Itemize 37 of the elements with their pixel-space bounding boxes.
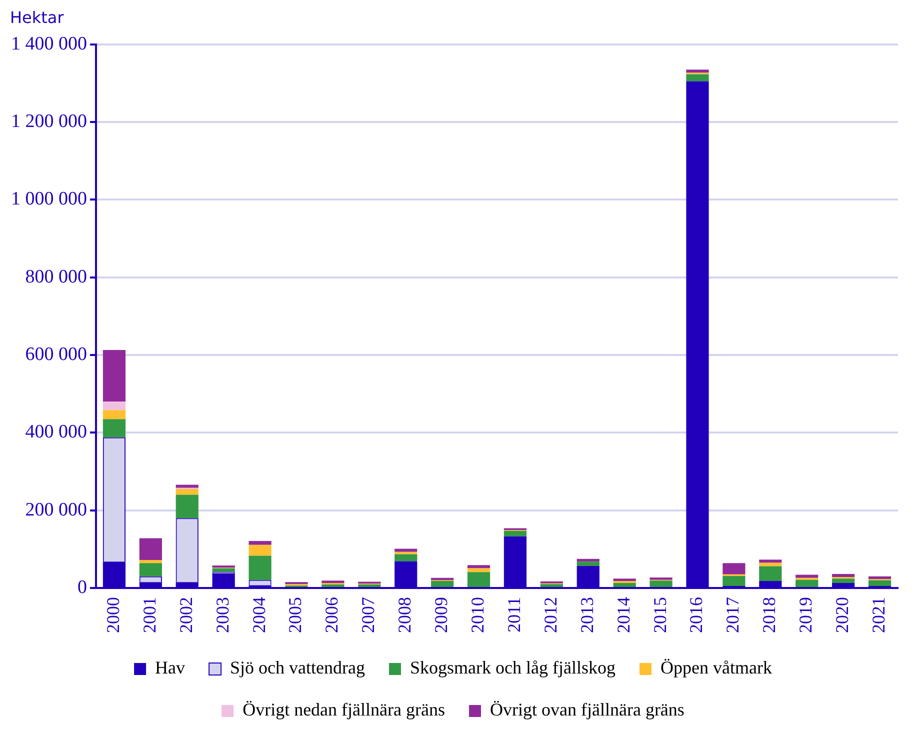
legend-label: Öppen våtmark	[660, 658, 772, 678]
x-tick-label: 2004	[248, 597, 269, 633]
x-tick-label: 2016	[686, 597, 706, 633]
y-tick-label: 800 000	[25, 266, 87, 288]
legend-label: Övrigt ovan fjällnära gräns	[490, 700, 684, 720]
x-tick-label: 2011	[504, 597, 524, 632]
x-tick-label: 2001	[139, 597, 160, 633]
y-tick-label: 400 000	[25, 422, 87, 443]
y-tick-label: 600 000	[25, 344, 87, 366]
y-tick-label: 1 400 000	[11, 33, 87, 54]
x-tick-label: 2006	[322, 597, 342, 633]
legend-label: Övrigt nedan fjällnära gräns	[242, 700, 445, 720]
y-tick-label: 1 000 000	[11, 188, 87, 210]
x-tick-label: 2009	[431, 597, 452, 633]
y-tick-label: 1 200 000	[11, 111, 87, 132]
legend-label: Skogsmark och låg fjällskog	[410, 658, 616, 678]
x-tick-label: 2017	[722, 597, 743, 633]
x-tick-label: 2012	[540, 597, 560, 633]
x-tick-label: 2013	[576, 597, 597, 633]
x-tick-label: 2014	[613, 597, 634, 633]
x-tick-label: 2021	[868, 597, 889, 633]
x-tick-label: 2007	[358, 597, 378, 633]
x-tick-label: 2019	[796, 597, 816, 633]
y-axis-title: Hektar	[9, 8, 65, 29]
x-tick-label: 2003	[212, 597, 232, 633]
legend-label: Sjö och vattendrag	[230, 658, 366, 678]
y-tick-label: 0	[78, 576, 87, 598]
x-tick-label: 2008	[394, 597, 415, 633]
y-tick-label: 200 000	[25, 499, 87, 520]
x-tick-label: 2000	[102, 597, 123, 633]
x-tick-label: 2005	[285, 597, 306, 633]
x-tick-label: 2010	[468, 597, 488, 633]
x-tick-label: 2015	[650, 597, 670, 633]
x-tick-label: 2002	[176, 597, 196, 633]
legend-label: Hav	[155, 658, 186, 678]
x-tick-label: 2020	[832, 597, 852, 633]
x-tick-label: 2018	[759, 597, 780, 633]
